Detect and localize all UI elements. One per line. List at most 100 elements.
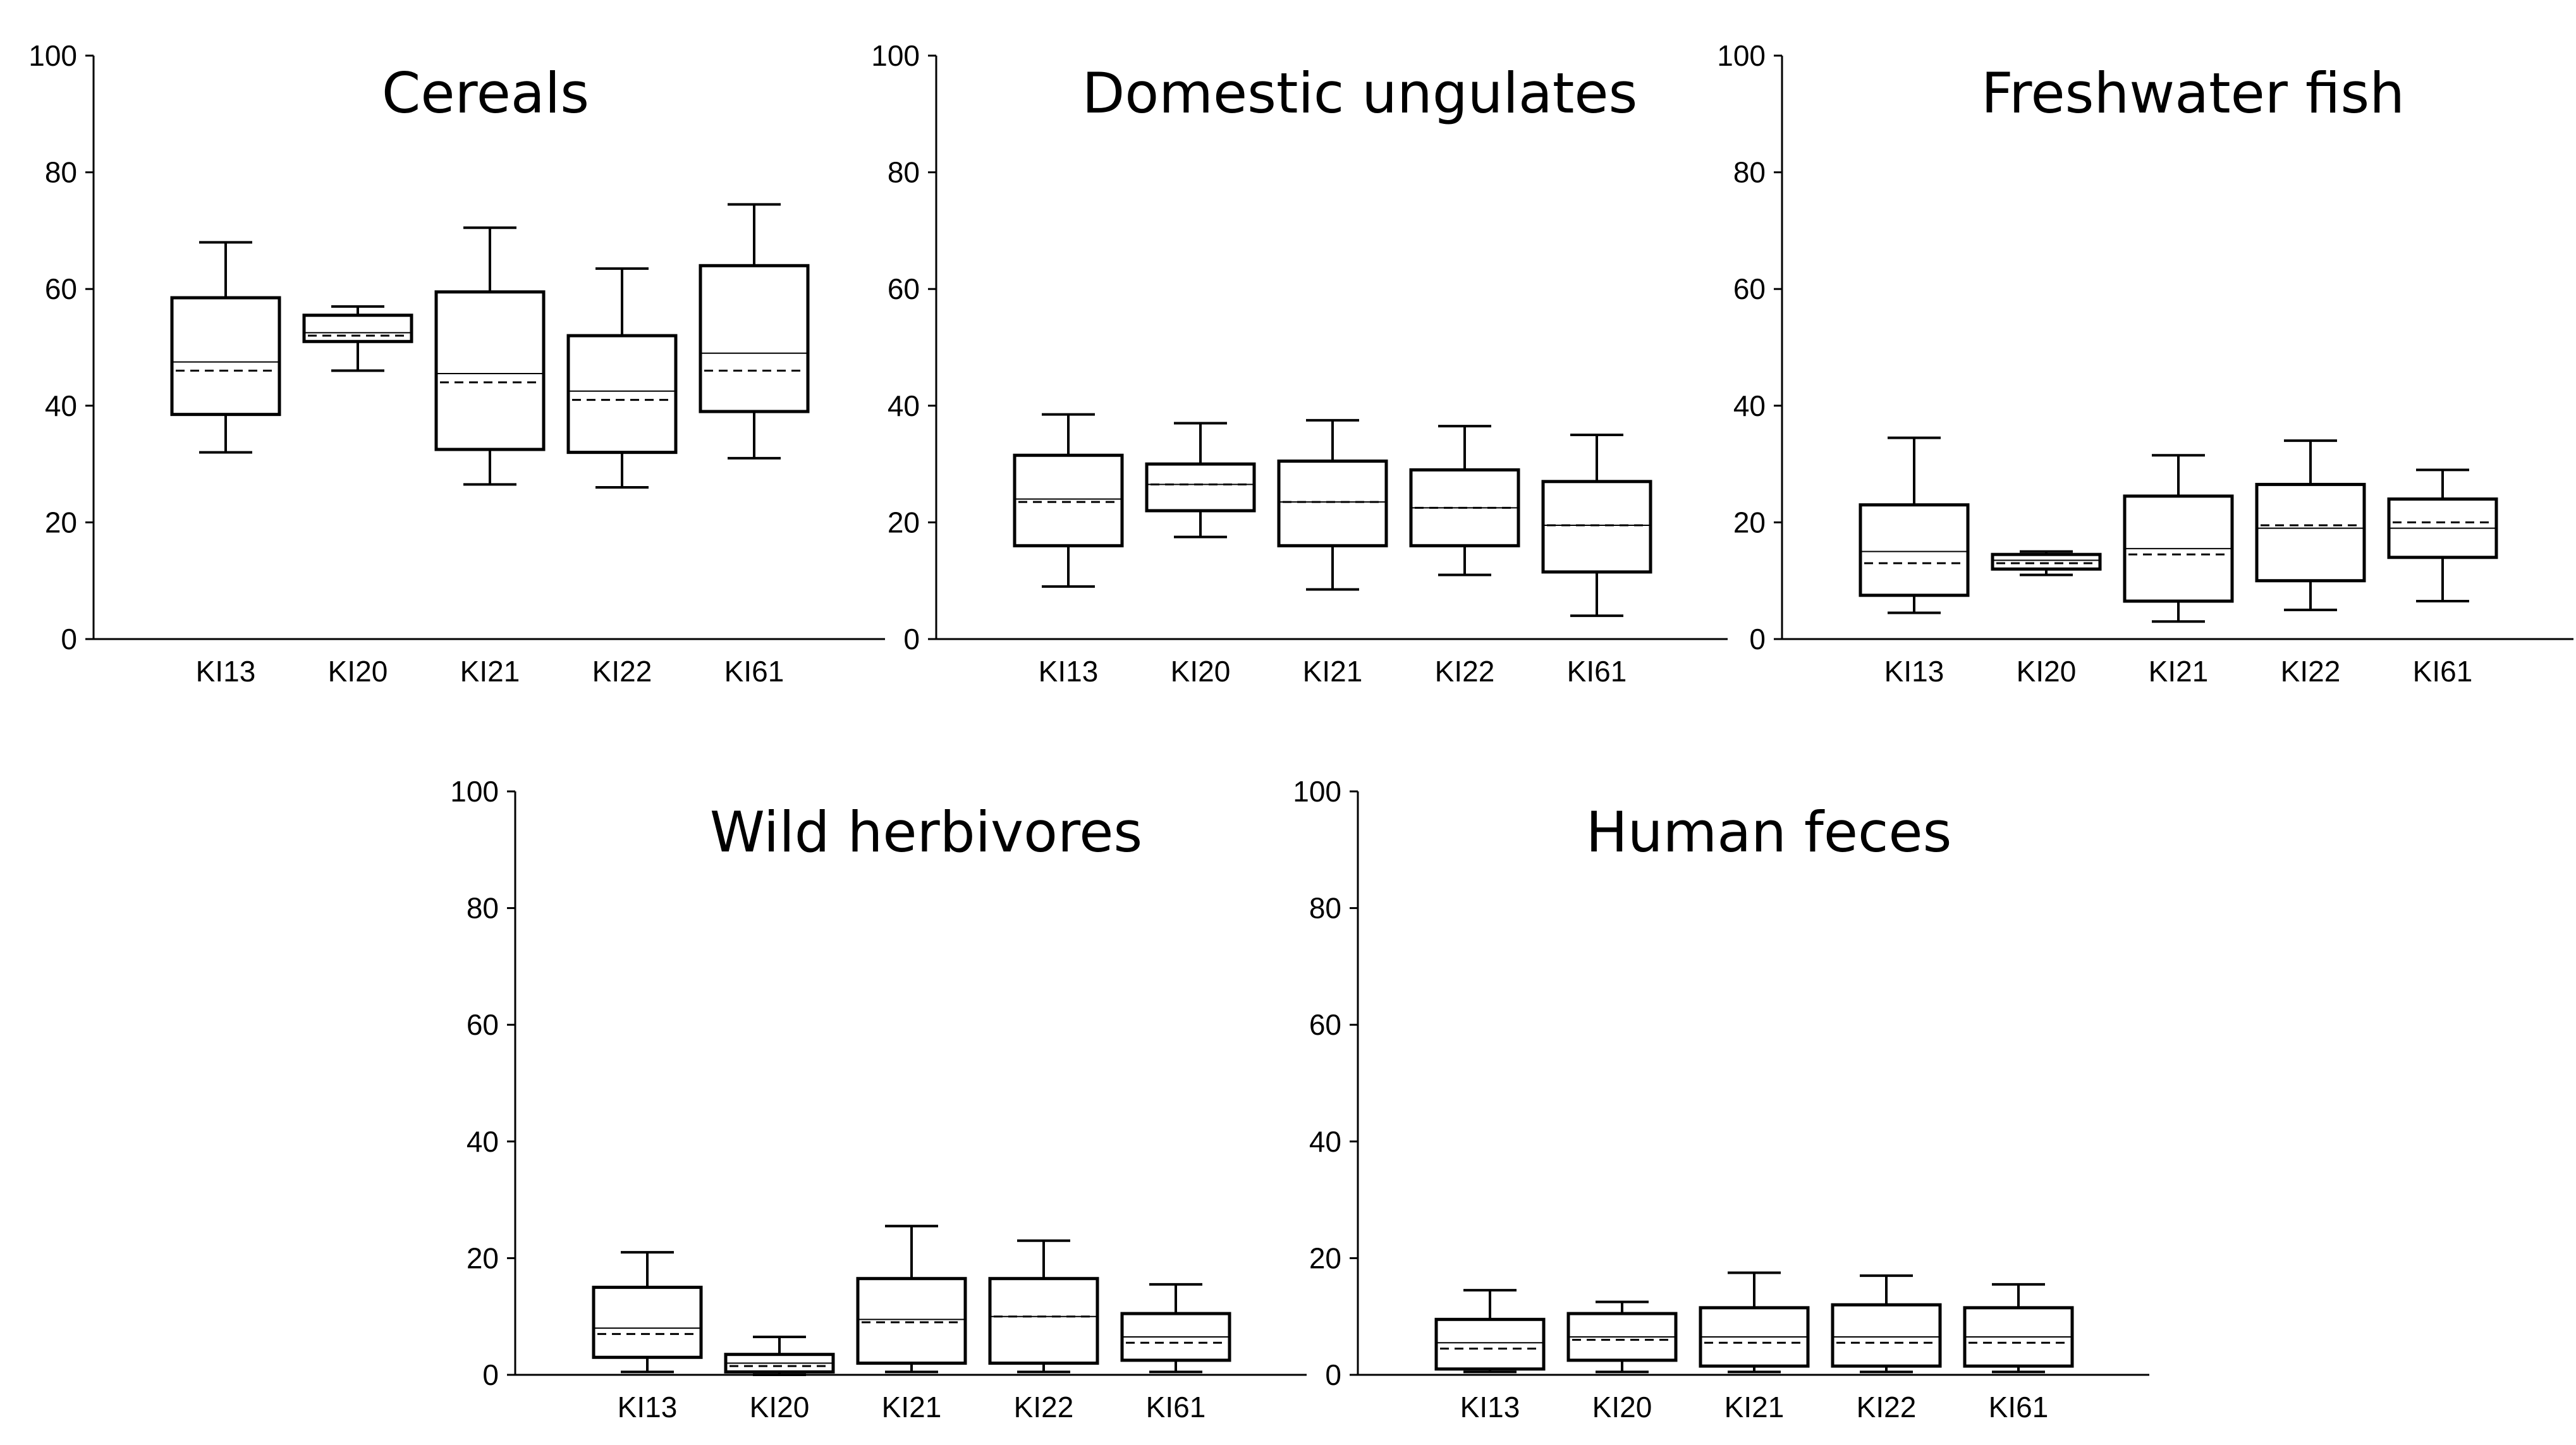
plot-area: 0 20 40 60 80 100 KI13 KI20 KI21 KI22 KI61 bbox=[871, 39, 1728, 688]
iqr-box bbox=[2255, 482, 2366, 583]
y-tick-label: 0 bbox=[482, 1358, 499, 1391]
y-tick-label: 100 bbox=[450, 775, 499, 808]
y-tick-label: 20 bbox=[1309, 1241, 1341, 1274]
panel-title: Domestic ungulates bbox=[1082, 61, 1638, 126]
box-ki21 bbox=[434, 226, 546, 486]
box-ki61 bbox=[2387, 468, 2498, 603]
box-ki61 bbox=[1120, 1283, 1231, 1374]
iqr-box bbox=[1013, 453, 1124, 547]
iqr-box bbox=[1541, 480, 1652, 574]
y-tick-label: 80 bbox=[45, 156, 77, 189]
box-ki61 bbox=[1963, 1283, 2074, 1374]
box-ki22 bbox=[566, 267, 678, 489]
box-ki13 bbox=[170, 241, 281, 454]
panel-title: Wild herbivores bbox=[710, 800, 1142, 865]
y-tick-label: 0 bbox=[61, 623, 77, 655]
box-ki21 bbox=[1699, 1271, 1810, 1374]
x-tick-label: KI61 bbox=[1146, 1391, 1206, 1424]
box-ki20 bbox=[724, 1336, 835, 1376]
y-tick-label: 60 bbox=[467, 1008, 499, 1041]
x-tick-label: KI61 bbox=[1989, 1391, 2049, 1424]
iqr-box bbox=[699, 264, 810, 413]
y-tick-label: 0 bbox=[1749, 623, 1766, 655]
x-tick-label: KI20 bbox=[328, 655, 388, 688]
box-ki21 bbox=[856, 1224, 967, 1374]
box-ki13 bbox=[1013, 413, 1124, 588]
iqr-box bbox=[856, 1277, 967, 1365]
iqr-box bbox=[566, 334, 678, 454]
y-tick-label: 60 bbox=[1309, 1008, 1341, 1041]
panel-wild-herbivores: Wild herbivores 0 20 40 60 80 100 KI13 KI20 KI21… bbox=[450, 775, 1307, 1424]
y-tick-label: 100 bbox=[871, 39, 920, 72]
y-tick-label: 100 bbox=[1293, 775, 1341, 808]
x-tick-label: KI20 bbox=[2017, 655, 2077, 688]
y-tick-label: 0 bbox=[1325, 1358, 1341, 1391]
box-ki22 bbox=[988, 1239, 1099, 1374]
x-tick-label: KI20 bbox=[1592, 1391, 1652, 1424]
y-tick-label: 0 bbox=[903, 623, 920, 655]
y-tick-label: 40 bbox=[45, 389, 77, 422]
x-tick-label: KI13 bbox=[1884, 655, 1944, 688]
iqr-box bbox=[1277, 459, 1388, 547]
y-tick-label: 40 bbox=[1309, 1125, 1341, 1158]
y-tick-label: 100 bbox=[28, 39, 77, 72]
x-tick-label: KI21 bbox=[1303, 655, 1363, 688]
x-tick-label: KI13 bbox=[196, 655, 256, 688]
y-tick-label: 80 bbox=[888, 156, 920, 189]
panel-title: Cereals bbox=[382, 61, 589, 126]
y-tick-label: 100 bbox=[1717, 39, 1766, 72]
x-tick-label: KI21 bbox=[1724, 1391, 1785, 1424]
panel-title: Freshwater fish bbox=[1981, 61, 2405, 126]
x-tick-label: KI21 bbox=[2149, 655, 2209, 688]
iqr-box bbox=[302, 314, 413, 343]
y-tick-label: 80 bbox=[1733, 156, 1766, 189]
box-ki20 bbox=[302, 305, 413, 372]
iqr-box bbox=[1991, 552, 2102, 571]
panel-cereals: Cereals 0 20 40 60 80 100 KI13 KI20 KI21 KI22 KI61 bbox=[28, 39, 885, 688]
iqr-box bbox=[1434, 1317, 1546, 1371]
x-tick-label: KI13 bbox=[618, 1391, 678, 1424]
y-tick-label: 40 bbox=[467, 1125, 499, 1158]
x-tick-label: KI22 bbox=[1857, 1391, 1917, 1424]
y-tick-label: 20 bbox=[45, 506, 77, 539]
y-tick-label: 20 bbox=[1733, 506, 1766, 539]
x-tick-label: KI13 bbox=[1039, 655, 1099, 688]
box-ki61 bbox=[699, 203, 810, 460]
x-tick-label: KI22 bbox=[2281, 655, 2341, 688]
iqr-box bbox=[170, 296, 281, 417]
box-ki22 bbox=[1409, 425, 1520, 576]
x-tick-label: KI22 bbox=[1014, 1391, 1074, 1424]
y-tick-label: 80 bbox=[1309, 892, 1341, 925]
y-tick-label: 20 bbox=[467, 1241, 499, 1274]
box-ki22 bbox=[2255, 439, 2366, 611]
box-ki61 bbox=[1541, 433, 1652, 618]
y-tick-label: 60 bbox=[45, 272, 77, 305]
box-ki22 bbox=[1831, 1274, 1942, 1374]
y-tick-label: 40 bbox=[1733, 389, 1766, 422]
plot-area: 0 20 40 60 80 100 KI13 KI20 KI21 KI22 KI61 bbox=[450, 775, 1307, 1424]
box-ki20 bbox=[1145, 422, 1256, 539]
box-ki20 bbox=[1991, 550, 2102, 576]
plot-area: 0 20 40 60 80 100 KI13 KI20 KI21 KI22 KI61 bbox=[1717, 39, 2573, 688]
x-tick-label: KI61 bbox=[2413, 655, 2473, 688]
x-tick-label: KI20 bbox=[1171, 655, 1231, 688]
y-tick-label: 80 bbox=[467, 892, 499, 925]
iqr-box bbox=[592, 1286, 703, 1359]
x-tick-label: KI22 bbox=[592, 655, 652, 688]
plot-area: 0 20 40 60 80 100 KI13 KI20 KI21 KI22 KI61 bbox=[1293, 775, 2149, 1424]
iqr-box bbox=[1831, 1303, 1942, 1368]
x-tick-label: KI21 bbox=[460, 655, 520, 688]
box-ki20 bbox=[1566, 1300, 1678, 1374]
x-tick-label: KI22 bbox=[1435, 655, 1495, 688]
box-ki13 bbox=[1859, 436, 1970, 614]
x-tick-label: KI61 bbox=[724, 655, 784, 688]
box-ki21 bbox=[2123, 454, 2234, 623]
box-ki13 bbox=[592, 1251, 703, 1374]
y-tick-label: 20 bbox=[888, 506, 920, 539]
y-tick-label: 60 bbox=[1733, 272, 1766, 305]
plot-area: 0 20 40 60 80 100 KI13 KI20 KI21 KI22 KI61 bbox=[28, 39, 885, 688]
x-tick-label: KI20 bbox=[750, 1391, 810, 1424]
panel-freshwater-fish: Freshwater fish 0 20 40 60 80 100 KI13 KI20 KI21… bbox=[1717, 39, 2573, 688]
x-tick-label: KI13 bbox=[1460, 1391, 1520, 1424]
